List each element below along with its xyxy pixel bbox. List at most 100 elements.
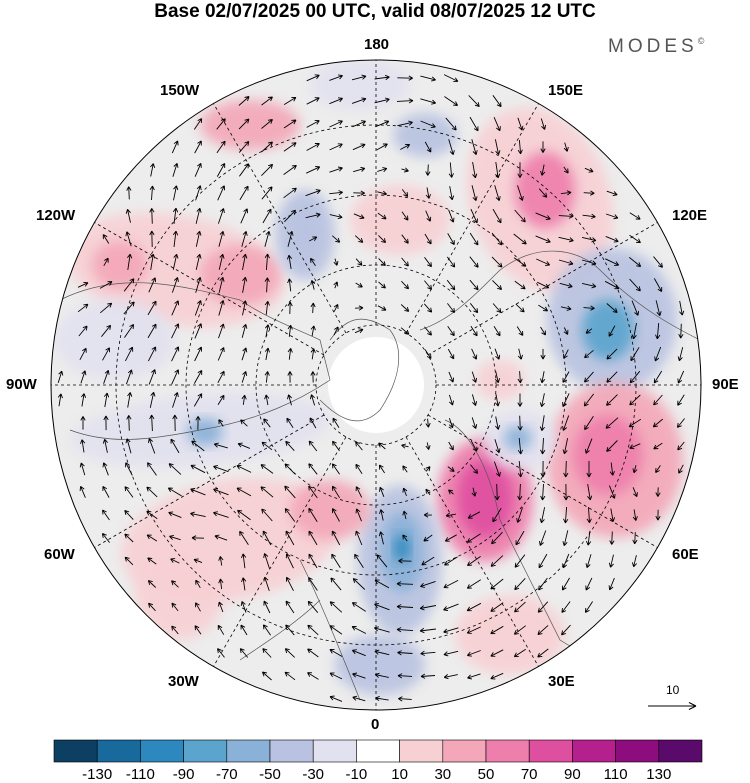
wind-arrow xyxy=(495,416,501,430)
wind-arrow xyxy=(194,346,203,362)
wind-arrow xyxy=(469,279,479,291)
wind-arrow xyxy=(353,213,365,220)
wind-arrow xyxy=(213,442,228,449)
wind-arrow xyxy=(471,348,478,360)
wind-arrow xyxy=(630,347,640,362)
lon-label-90e: 90E xyxy=(712,376,739,393)
wind-arrow xyxy=(123,301,135,315)
wind-arrow xyxy=(492,303,502,313)
wind-arrow xyxy=(448,371,455,383)
wind-arrow xyxy=(308,507,318,522)
wind-arrow xyxy=(242,300,248,316)
colorbar-swatch xyxy=(140,739,184,763)
wind-arrow xyxy=(562,371,570,383)
wind-arrow xyxy=(443,579,459,589)
colorbar-swatch xyxy=(442,739,487,763)
wind-arrow xyxy=(467,673,481,680)
wind-arrow xyxy=(217,370,225,384)
wind-arrow xyxy=(171,300,180,316)
wind-arrow xyxy=(217,394,225,405)
wind-arrow xyxy=(171,602,179,612)
wind-arrow xyxy=(239,648,249,658)
wind-arrow xyxy=(654,346,662,362)
wind-arrow xyxy=(353,190,365,196)
wind-arrow xyxy=(606,440,618,452)
colorbar-tick-label: 110 xyxy=(603,766,628,783)
coastline xyxy=(59,282,331,440)
wind-arrow xyxy=(355,486,363,498)
colorbar xyxy=(53,739,703,763)
wind-arrow xyxy=(261,163,274,177)
wind-arrow xyxy=(514,577,526,591)
wind-arrow xyxy=(241,347,248,361)
wind-arrow xyxy=(218,276,225,293)
wind-arrow xyxy=(516,326,524,336)
wind-arrow xyxy=(606,371,618,383)
wind-arrow xyxy=(537,625,549,636)
lon-label-60e: 60E xyxy=(672,546,699,563)
wind-arrow xyxy=(149,185,155,201)
wind-arrow xyxy=(191,440,205,452)
wind-arrow xyxy=(419,627,436,634)
wind-arrow xyxy=(471,417,478,429)
wind-arrow xyxy=(284,508,296,522)
meridian-line xyxy=(213,436,347,667)
wind-arrow xyxy=(514,280,526,290)
wind-arrow xyxy=(400,304,410,312)
colorbar-tick-label: -130 xyxy=(82,766,113,783)
wind-arrow xyxy=(513,233,527,245)
wind-arrow xyxy=(538,553,548,569)
wind-arrow xyxy=(377,167,388,173)
wind-arrow xyxy=(171,346,180,362)
wind-arrow xyxy=(471,487,477,497)
wind-arrow xyxy=(563,460,569,478)
wind-arrow xyxy=(308,577,318,591)
wind-arrow xyxy=(310,371,316,383)
wind-arrow xyxy=(608,325,616,337)
wind-arrow xyxy=(609,508,616,522)
graticule xyxy=(51,60,701,710)
wind-arrow xyxy=(147,462,157,476)
wind-arrow xyxy=(585,328,593,334)
wind-arrow xyxy=(606,348,618,360)
wind-arrow xyxy=(581,259,597,266)
wind-arrow xyxy=(261,671,272,681)
wind-arrow xyxy=(494,348,501,360)
wind-arrow xyxy=(443,603,459,611)
wind-arrow xyxy=(560,190,572,196)
wind-arrow xyxy=(629,443,641,450)
wind-arrow xyxy=(448,441,454,451)
wind-arrow xyxy=(242,276,248,293)
wind-arrow xyxy=(353,166,366,173)
wind-arrow xyxy=(172,392,179,408)
wind-arrow xyxy=(605,235,619,243)
wind-arrow xyxy=(631,323,637,340)
wind-arrow xyxy=(375,695,389,702)
wind-arrow xyxy=(305,212,321,219)
wind-arrow xyxy=(424,257,432,268)
meridian-line xyxy=(94,222,325,356)
wind-arrow xyxy=(490,672,504,680)
wind-arrow xyxy=(240,208,249,224)
wind-arrow xyxy=(378,281,386,289)
wind-arrow xyxy=(397,673,413,679)
wind-arrow xyxy=(352,672,366,679)
wind-arrow xyxy=(171,323,180,339)
wind-arrow xyxy=(239,163,250,177)
wind-arrow xyxy=(540,141,546,153)
wind-arrow xyxy=(285,576,294,592)
wind-arrow xyxy=(218,323,225,339)
wind-arrow xyxy=(237,509,251,521)
wind-arrow xyxy=(80,370,87,384)
wind-arrow xyxy=(583,393,595,407)
wind-arrow xyxy=(608,485,616,499)
wind-arrow xyxy=(261,508,273,522)
colorbar-swatch xyxy=(226,739,271,763)
wind-arrow xyxy=(516,507,523,523)
wind-arrow xyxy=(401,443,409,449)
wind-arrow xyxy=(606,394,618,406)
wind-arrow xyxy=(539,530,547,546)
wind-arrow xyxy=(448,162,454,178)
anomaly-cell xyxy=(55,300,175,380)
wind-arrow xyxy=(514,601,526,613)
